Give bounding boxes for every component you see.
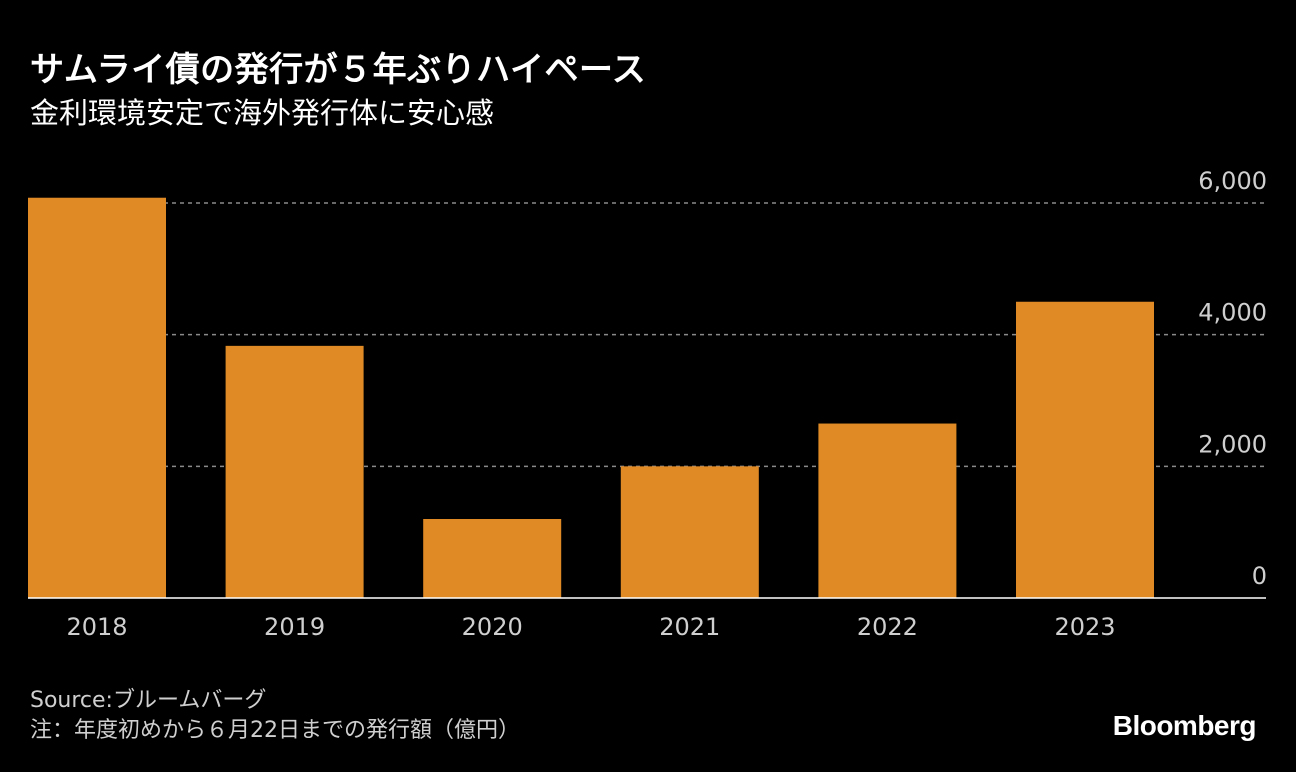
x-tick-label: 2020 <box>462 613 523 641</box>
x-tick-label: 2021 <box>659 613 720 641</box>
bar-2018 <box>28 197 166 598</box>
x-tick-label: 2019 <box>264 613 325 641</box>
bar-2020 <box>423 519 562 598</box>
footer: Source:ブルームバーグ 注：年度初めから６月22日までの発行額（億円） <box>30 686 520 746</box>
bars <box>28 197 1154 598</box>
bar-2023 <box>1016 301 1154 598</box>
bloomberg-logo: Bloomberg <box>1112 710 1257 741</box>
y-tick-label: 4,000 <box>1198 299 1267 327</box>
y-tick-label: 6,000 <box>1198 167 1267 195</box>
x-tick-label: 2023 <box>1054 613 1115 641</box>
footnote-text: 注：年度初めから６月22日までの発行額（億円） <box>30 718 520 743</box>
bar-chart: 0 2,000 4,000 6,000 2018 2019 2020 2021 2022 202… <box>28 167 1267 641</box>
bar-2019 <box>225 345 364 598</box>
bar-2021 <box>620 466 759 598</box>
source-text: Source:ブルームバーグ <box>30 688 267 713</box>
y-tick-label: 0 <box>1252 562 1267 590</box>
y-tick-labels: 0 2,000 4,000 6,000 <box>1198 167 1267 590</box>
x-tick-label: 2022 <box>857 613 918 641</box>
chart-title: サムライ債の発行が５年ぶりハイペース <box>30 50 647 90</box>
x-tick-labels: 2018 2019 2020 2021 2022 2023 <box>66 613 1115 641</box>
bar-2022 <box>818 423 957 598</box>
x-tick-label: 2018 <box>66 613 127 641</box>
chart-subtitle: 金利環境安定で海外発行体に安心感 <box>30 96 495 130</box>
y-tick-label: 2,000 <box>1198 430 1267 458</box>
